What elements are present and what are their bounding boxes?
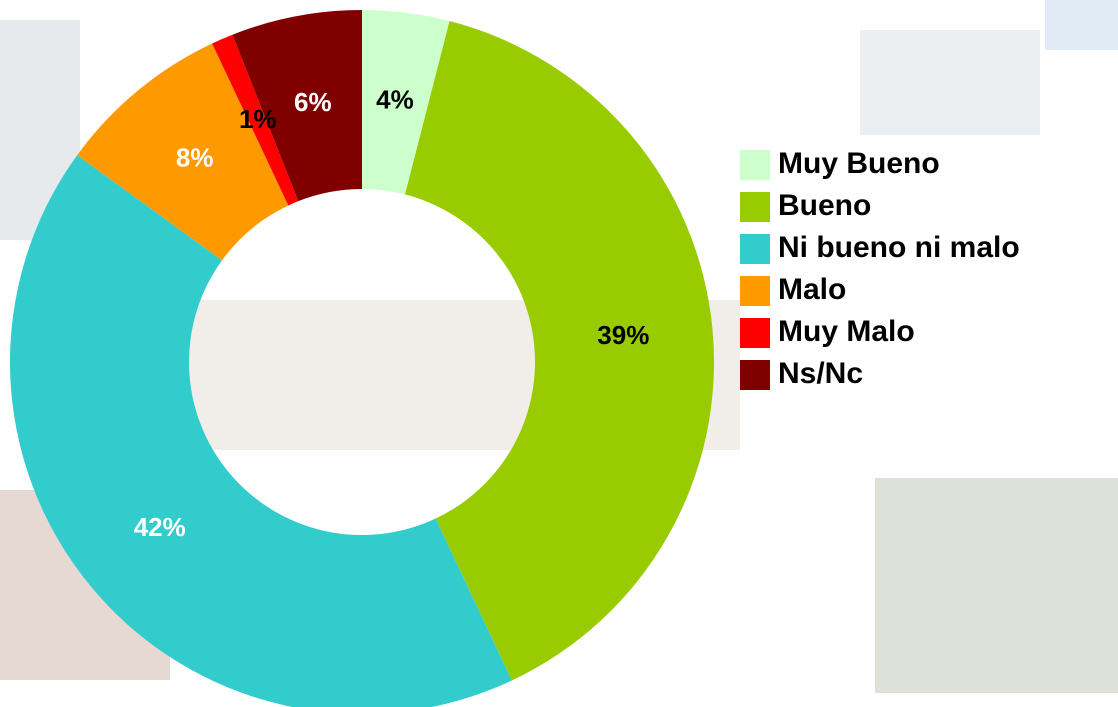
legend-swatch bbox=[740, 192, 770, 222]
data-label: 39% bbox=[597, 320, 649, 350]
photo bbox=[1045, 0, 1118, 50]
data-label: 4% bbox=[376, 84, 414, 114]
legend-label: Bueno bbox=[778, 189, 871, 222]
legend-swatch bbox=[740, 150, 770, 180]
data-label: 8% bbox=[176, 143, 214, 173]
chart: 4% 39% 42% 8% 1% 6% Muy Bueno Bueno Ni bueno ni … bbox=[0, 0, 1118, 707]
legend-swatch bbox=[740, 360, 770, 390]
legend-swatch bbox=[740, 318, 770, 348]
data-label: 6% bbox=[294, 87, 332, 117]
legend-swatch bbox=[740, 234, 770, 264]
data-label: 42% bbox=[134, 512, 186, 542]
data-label: 1% bbox=[239, 104, 277, 134]
legend-label: Muy Malo bbox=[778, 315, 915, 348]
legend-label: Ni bueno ni malo bbox=[778, 231, 1020, 264]
page: 4% 39% 42% 8% 1% 6% Muy Bueno Bueno Ni bueno ni … bbox=[0, 0, 1118, 707]
legend-label: Muy Bueno bbox=[778, 147, 940, 180]
legend-swatch bbox=[740, 276, 770, 306]
legend-label: Ns/Nc bbox=[778, 357, 863, 390]
legend-label: Malo bbox=[778, 273, 846, 306]
photo bbox=[860, 30, 1040, 135]
photo bbox=[875, 478, 1118, 693]
